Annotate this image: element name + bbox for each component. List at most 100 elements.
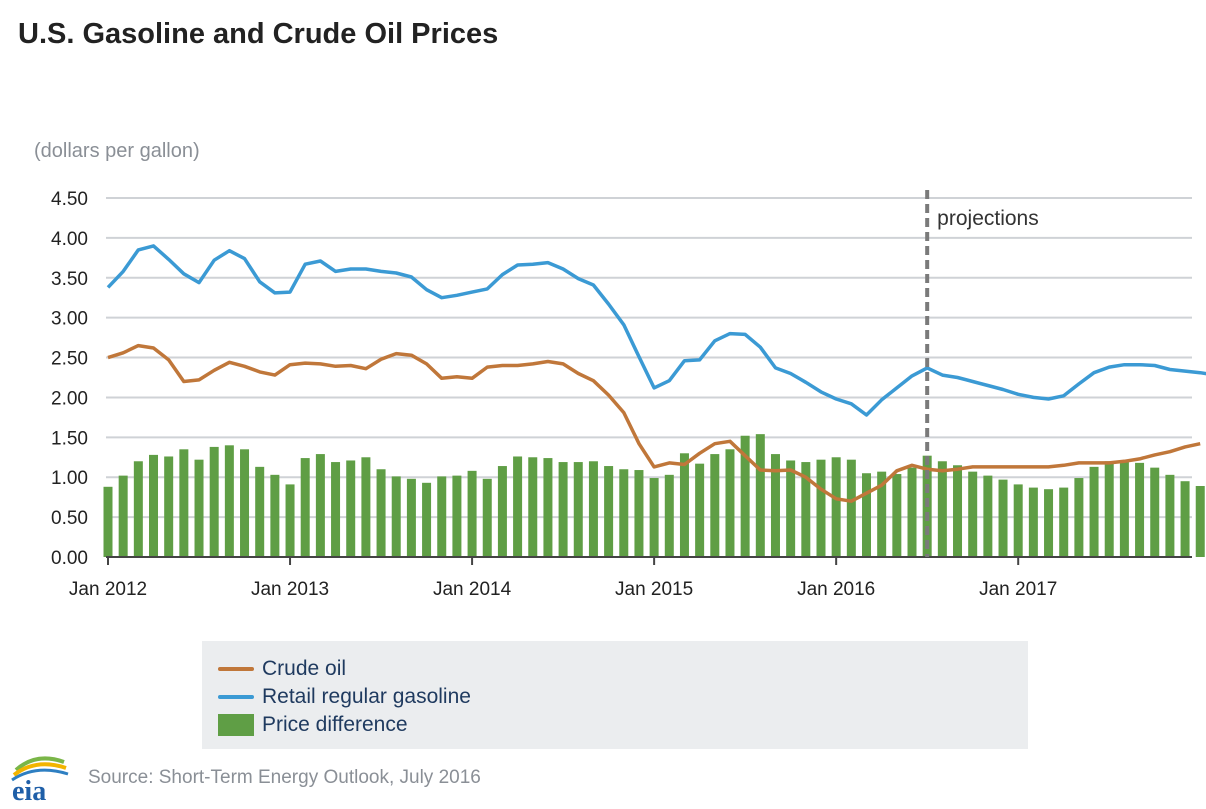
price-difference-bar xyxy=(467,470,477,557)
y-tick-label: 2.00 xyxy=(51,388,88,409)
x-tick-label: Jan 2015 xyxy=(615,579,693,600)
legend-item-gasoline: Retail regular gasoline xyxy=(218,683,471,711)
price-difference-bar xyxy=(679,453,689,557)
price-difference-bar xyxy=(695,463,705,557)
price-difference-bar xyxy=(422,482,432,557)
x-tick-label: Jan 2013 xyxy=(251,579,329,600)
y-axis-label: (dollars per gallon) xyxy=(34,140,200,162)
price-difference-bar xyxy=(725,449,735,557)
price-difference-bar xyxy=(907,467,917,557)
price-difference-bar xyxy=(209,446,219,557)
price-difference-bar xyxy=(1044,489,1054,557)
price-difference-bars xyxy=(103,434,1205,557)
price-difference-bar xyxy=(346,460,356,557)
price-chart: 0.00 0.50 1.00 1.50 2.00 2.50 3.00 3.50 4.00 4.50… xyxy=(34,140,1206,600)
price-difference-bar xyxy=(270,474,280,557)
chart-title: U.S. Gasoline and Crude Oil Prices xyxy=(18,18,499,50)
price-difference-bar xyxy=(149,454,159,557)
price-difference-bar xyxy=(103,486,113,557)
x-tick-label: Jan 2012 xyxy=(69,579,147,600)
price-difference-bar xyxy=(937,461,947,557)
svg-text:eia: eia xyxy=(12,776,46,804)
legend-item-crude-oil: Crude oil xyxy=(218,655,346,683)
price-difference-bar xyxy=(983,475,993,557)
price-difference-bar xyxy=(588,461,598,557)
price-difference-bar xyxy=(361,457,371,557)
price-difference-bar xyxy=(831,457,841,557)
price-difference-bar xyxy=(1135,462,1145,557)
price-difference-bar xyxy=(437,476,447,557)
price-difference-bar xyxy=(194,459,204,557)
y-tick-label: 0.50 xyxy=(51,508,88,529)
price-difference-bar xyxy=(1104,461,1114,557)
y-tick-label: 1.00 xyxy=(51,468,88,489)
projections-annotation: projections xyxy=(937,207,1039,230)
x-tick-label: Jan 2016 xyxy=(797,579,875,600)
y-tick-label: 2.50 xyxy=(51,349,88,370)
gridlines xyxy=(106,197,1192,558)
price-difference-bar xyxy=(953,465,963,557)
price-difference-bar xyxy=(1119,460,1129,557)
price-difference-bar xyxy=(786,460,796,557)
price-difference-bar xyxy=(406,478,416,557)
price-difference-bar xyxy=(770,454,780,557)
x-tick-label: Jan 2014 xyxy=(433,579,512,600)
price-difference-bar xyxy=(1165,474,1175,557)
price-difference-bar xyxy=(118,475,128,557)
price-difference-bar xyxy=(376,469,386,557)
price-difference-bar xyxy=(816,459,826,557)
price-difference-bar xyxy=(543,458,553,557)
price-difference-bar xyxy=(300,458,310,557)
price-difference-bar xyxy=(482,478,492,557)
price-difference-bar xyxy=(1089,466,1099,557)
y-tick-label: 4.00 xyxy=(51,229,88,250)
price-difference-bar xyxy=(331,462,341,557)
price-difference-bar xyxy=(240,449,250,557)
legend-label-price-difference: Price difference xyxy=(262,713,408,736)
price-difference-bar xyxy=(619,469,629,557)
eia-logo-icon: eia xyxy=(11,756,69,804)
price-difference-bar xyxy=(285,484,295,557)
price-difference-bar xyxy=(892,474,902,557)
price-difference-bar xyxy=(315,454,325,557)
y-tick-label: 4.50 xyxy=(51,189,88,210)
price-difference-bar xyxy=(452,475,462,557)
price-difference-bar xyxy=(513,456,523,557)
source-note: Source: Short-Term Energy Outlook, July … xyxy=(88,767,481,788)
price-difference-bar xyxy=(649,478,659,557)
price-difference-bar xyxy=(1028,487,1038,557)
price-difference-bar xyxy=(862,473,871,557)
price-difference-bar xyxy=(998,479,1008,557)
price-difference-bar xyxy=(391,476,401,557)
price-difference-bar xyxy=(558,462,568,557)
gasoline-swatch xyxy=(218,695,254,699)
price-difference-bar xyxy=(877,471,887,557)
price-difference-bar xyxy=(1059,487,1069,557)
price-difference-bar xyxy=(664,474,674,557)
crude-oil-swatch xyxy=(218,667,254,671)
price-difference-bar xyxy=(1013,484,1023,557)
x-tick-label: Jan 2017 xyxy=(979,579,1057,600)
price-difference-swatch xyxy=(218,714,254,736)
legend: Crude oil Retail regular gasoline Price … xyxy=(202,641,1028,749)
legend-label-gasoline: Retail regular gasoline xyxy=(262,685,471,708)
legend-label-crude-oil: Crude oil xyxy=(262,657,347,680)
price-difference-bar xyxy=(801,462,811,557)
y-tick-label: 1.50 xyxy=(51,428,88,449)
price-difference-bar xyxy=(133,461,143,557)
y-tick-label: 3.50 xyxy=(51,269,88,290)
legend-item-price-difference: Price difference xyxy=(218,711,408,739)
gasoline-line xyxy=(106,244,1206,417)
price-difference-bar xyxy=(573,462,583,557)
price-difference-bar xyxy=(968,471,978,557)
price-difference-bar xyxy=(1074,478,1084,557)
price-difference-bar xyxy=(497,466,507,557)
price-difference-bar xyxy=(755,434,765,557)
price-difference-bar xyxy=(710,454,720,557)
price-difference-bar xyxy=(164,456,174,557)
crude-oil-line xyxy=(107,343,1201,503)
price-difference-bar xyxy=(255,466,265,557)
price-difference-bar xyxy=(179,449,189,557)
y-tick-label: 0.00 xyxy=(51,548,88,569)
y-tick-label: 3.00 xyxy=(51,309,88,330)
